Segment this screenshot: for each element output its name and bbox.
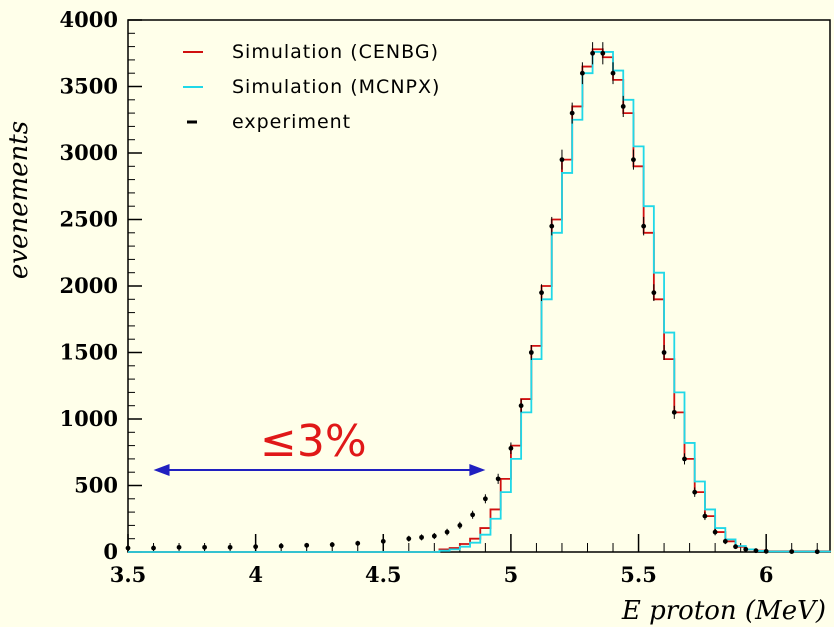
experiment-point bbox=[671, 405, 677, 419]
legend: Simulation (CENBG) Simulation (MCNPX) ex… bbox=[183, 41, 440, 133]
experiment-point bbox=[559, 149, 565, 170]
experiment-point bbox=[722, 538, 728, 545]
experiment-point bbox=[253, 544, 259, 550]
x-tick-label: 5 bbox=[504, 562, 519, 587]
y-tick-label: 3000 bbox=[60, 140, 118, 165]
experiment-point bbox=[406, 535, 412, 542]
experiment-point bbox=[482, 494, 488, 504]
y-tick-label: 500 bbox=[74, 473, 118, 498]
experiment-points bbox=[125, 42, 820, 555]
legend-label-mcnpx: Simulation (MCNPX) bbox=[232, 76, 440, 98]
x-tick-label: 5.5 bbox=[620, 562, 657, 587]
experiment-point bbox=[444, 528, 450, 536]
experiment-point bbox=[789, 549, 795, 555]
y-tick-label: 1500 bbox=[60, 340, 118, 365]
experiment-point bbox=[470, 510, 476, 519]
experiment-point bbox=[733, 544, 738, 550]
experiment-point bbox=[419, 534, 424, 541]
experiment-point bbox=[661, 344, 667, 361]
x-axis-title: E proton (MeV) bbox=[621, 596, 826, 626]
x-tick-label: 4 bbox=[248, 562, 263, 587]
experiment-point bbox=[743, 546, 749, 552]
experiment-point bbox=[304, 542, 310, 548]
experiment-point bbox=[682, 453, 687, 465]
experiment-point bbox=[176, 544, 182, 550]
experiment-point bbox=[457, 521, 463, 529]
experiment-point bbox=[610, 62, 616, 85]
y-tick-label: 3500 bbox=[60, 74, 118, 99]
x-tick-label: 3.5 bbox=[110, 562, 147, 587]
experiment-point bbox=[539, 284, 544, 302]
experiment-point bbox=[631, 149, 636, 170]
experiment-point bbox=[651, 284, 657, 302]
legend-label-cenbg: Simulation (CENBG) bbox=[232, 41, 439, 63]
experiment-point bbox=[355, 540, 361, 546]
y-tick-label: 4000 bbox=[60, 7, 118, 32]
experiment-point bbox=[151, 545, 156, 551]
experiment-point bbox=[569, 102, 575, 124]
experiment-point bbox=[380, 538, 386, 545]
experiment-point bbox=[431, 532, 437, 540]
y-tick-label: 1000 bbox=[60, 406, 118, 431]
annotation-arrowhead-left bbox=[153, 464, 170, 476]
annotation-label: ≤3% bbox=[260, 416, 367, 467]
experiment-point bbox=[528, 344, 534, 361]
experiment-point bbox=[600, 42, 606, 65]
experiment-point bbox=[329, 542, 335, 548]
x-axis-ticks: 3.5 4 4.5 5 5.5 6 bbox=[110, 534, 818, 587]
experiment-point bbox=[278, 543, 284, 549]
experiment-point bbox=[590, 42, 595, 65]
experiment-point bbox=[641, 216, 647, 236]
experiment-point bbox=[712, 528, 718, 536]
experiment-point bbox=[202, 544, 207, 550]
annotation-arrowhead-right bbox=[469, 464, 486, 476]
experiment-point bbox=[227, 544, 233, 550]
experiment-point bbox=[518, 399, 524, 413]
experiment-point bbox=[549, 216, 555, 236]
x-tick-label: 4.5 bbox=[365, 562, 402, 587]
experiment-point bbox=[579, 62, 585, 85]
experiment-point bbox=[508, 442, 514, 455]
x-tick-label: 6 bbox=[759, 562, 774, 587]
experiment-point bbox=[125, 545, 131, 551]
legend-label-experiment: experiment bbox=[232, 111, 351, 133]
y-tick-label: 2500 bbox=[60, 207, 118, 232]
experiment-point bbox=[692, 487, 698, 497]
y-axis-title: evenements bbox=[4, 121, 34, 279]
experiment-point bbox=[495, 473, 501, 484]
y-tick-label: 2000 bbox=[60, 273, 118, 298]
experiment-point bbox=[753, 548, 759, 554]
experiment-point bbox=[763, 548, 769, 554]
experiment-point bbox=[814, 549, 820, 555]
experiment-point bbox=[620, 95, 626, 118]
y-axis-ticks: 0 500 1000 1500 2000 2500 3000 3500 4000 bbox=[60, 7, 142, 564]
experiment-point bbox=[702, 512, 708, 521]
y-tick-label: 0 bbox=[103, 539, 118, 564]
